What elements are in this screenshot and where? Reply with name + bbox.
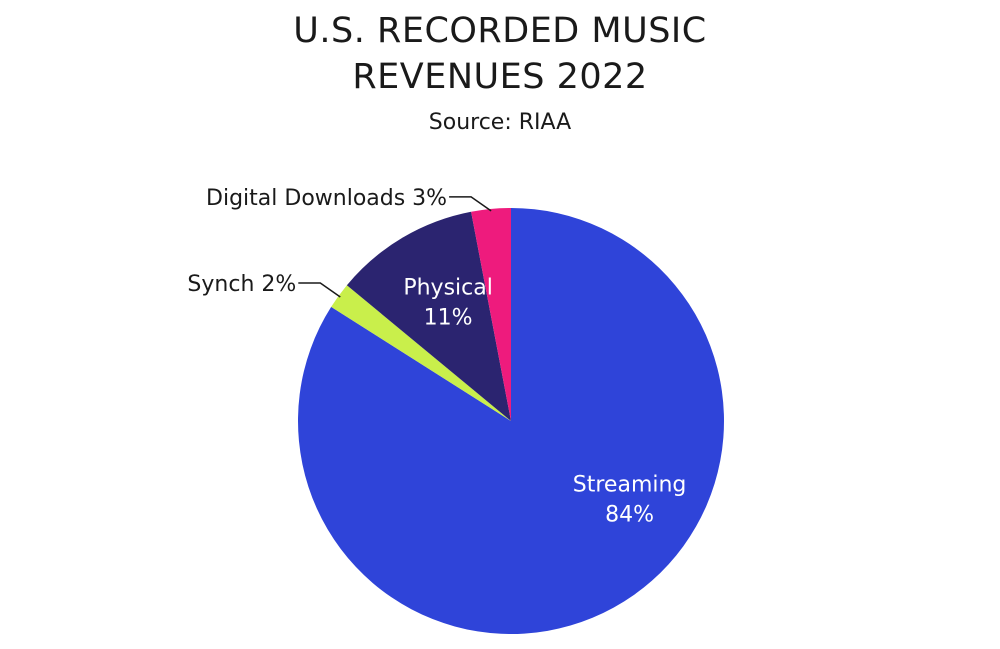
slice-label-synch: Synch 2% bbox=[187, 272, 296, 297]
slice-labels: Streaming 84% Synch 2% Physical 11% Digital D… bbox=[187, 186, 686, 528]
pie-slice-digital-downloads bbox=[471, 208, 511, 421]
pie-slice-streaming bbox=[298, 207, 725, 634]
slice-label-digital-downloads: Digital Downloads 3% bbox=[206, 186, 447, 211]
pie-slice-physical bbox=[346, 211, 511, 421]
slice-label-physical: Physical bbox=[403, 276, 493, 301]
pie-slice-synch bbox=[331, 285, 511, 421]
pie-slices bbox=[298, 207, 725, 634]
slice-label-streaming: Streaming bbox=[573, 473, 687, 498]
chart-header: U.S. RECORDED MUSIC REVENUES 2022 Source… bbox=[0, 8, 1000, 138]
slice-value-physical: 11% bbox=[424, 306, 473, 331]
chart-title-line-2: REVENUES 2022 bbox=[352, 57, 648, 97]
slice-value-streaming: 84% bbox=[605, 503, 654, 528]
leader-line-synch bbox=[298, 282, 341, 298]
chart-title-line-1: U.S. RECORDED MUSIC bbox=[293, 11, 707, 51]
leader-line-digital-downloads bbox=[449, 196, 492, 212]
chart-subtitle: Source: RIAA bbox=[428, 110, 572, 135]
leader-lines bbox=[298, 196, 492, 298]
